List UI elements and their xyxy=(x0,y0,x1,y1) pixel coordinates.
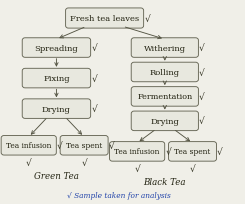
Text: √: √ xyxy=(81,158,87,167)
Text: √: √ xyxy=(199,92,205,101)
Text: √: √ xyxy=(144,14,150,23)
Text: Tea infusion: Tea infusion xyxy=(6,142,51,150)
FancyBboxPatch shape xyxy=(22,69,91,88)
Text: √: √ xyxy=(134,164,140,173)
FancyBboxPatch shape xyxy=(22,39,91,58)
Text: Tea infusion: Tea infusion xyxy=(114,148,160,156)
Text: Spreading: Spreading xyxy=(35,44,78,52)
Text: √: √ xyxy=(57,141,63,150)
Text: √: √ xyxy=(217,147,223,156)
FancyBboxPatch shape xyxy=(22,99,91,119)
Text: Fermentation: Fermentation xyxy=(137,93,192,101)
FancyBboxPatch shape xyxy=(131,63,198,82)
Text: √: √ xyxy=(199,68,205,77)
Text: √: √ xyxy=(109,141,115,150)
Text: Green Tea: Green Tea xyxy=(34,172,79,180)
FancyBboxPatch shape xyxy=(131,87,198,107)
Text: √: √ xyxy=(190,164,196,173)
Text: √: √ xyxy=(26,158,32,167)
FancyBboxPatch shape xyxy=(131,112,198,131)
Text: Tea spent: Tea spent xyxy=(66,142,102,150)
Text: √: √ xyxy=(199,117,205,126)
Text: √: √ xyxy=(199,44,205,53)
Text: Withering: Withering xyxy=(144,44,186,52)
FancyBboxPatch shape xyxy=(131,39,198,58)
Text: √: √ xyxy=(165,147,171,156)
Text: √: √ xyxy=(91,105,97,114)
Text: √ Sample taken for analysis: √ Sample taken for analysis xyxy=(67,191,171,199)
FancyBboxPatch shape xyxy=(169,142,217,161)
FancyBboxPatch shape xyxy=(66,9,144,29)
Text: Rolling: Rolling xyxy=(150,69,180,76)
FancyBboxPatch shape xyxy=(60,136,108,155)
FancyBboxPatch shape xyxy=(1,136,56,155)
Text: Tea spent: Tea spent xyxy=(174,148,211,156)
Text: Black Tea: Black Tea xyxy=(144,177,186,186)
Text: Fixing: Fixing xyxy=(43,75,70,83)
Text: Drying: Drying xyxy=(150,117,179,125)
Text: √: √ xyxy=(91,44,97,53)
Text: Drying: Drying xyxy=(42,105,71,113)
Text: Fresh tea leaves: Fresh tea leaves xyxy=(70,15,139,23)
Text: √: √ xyxy=(91,74,97,83)
FancyBboxPatch shape xyxy=(110,142,165,161)
